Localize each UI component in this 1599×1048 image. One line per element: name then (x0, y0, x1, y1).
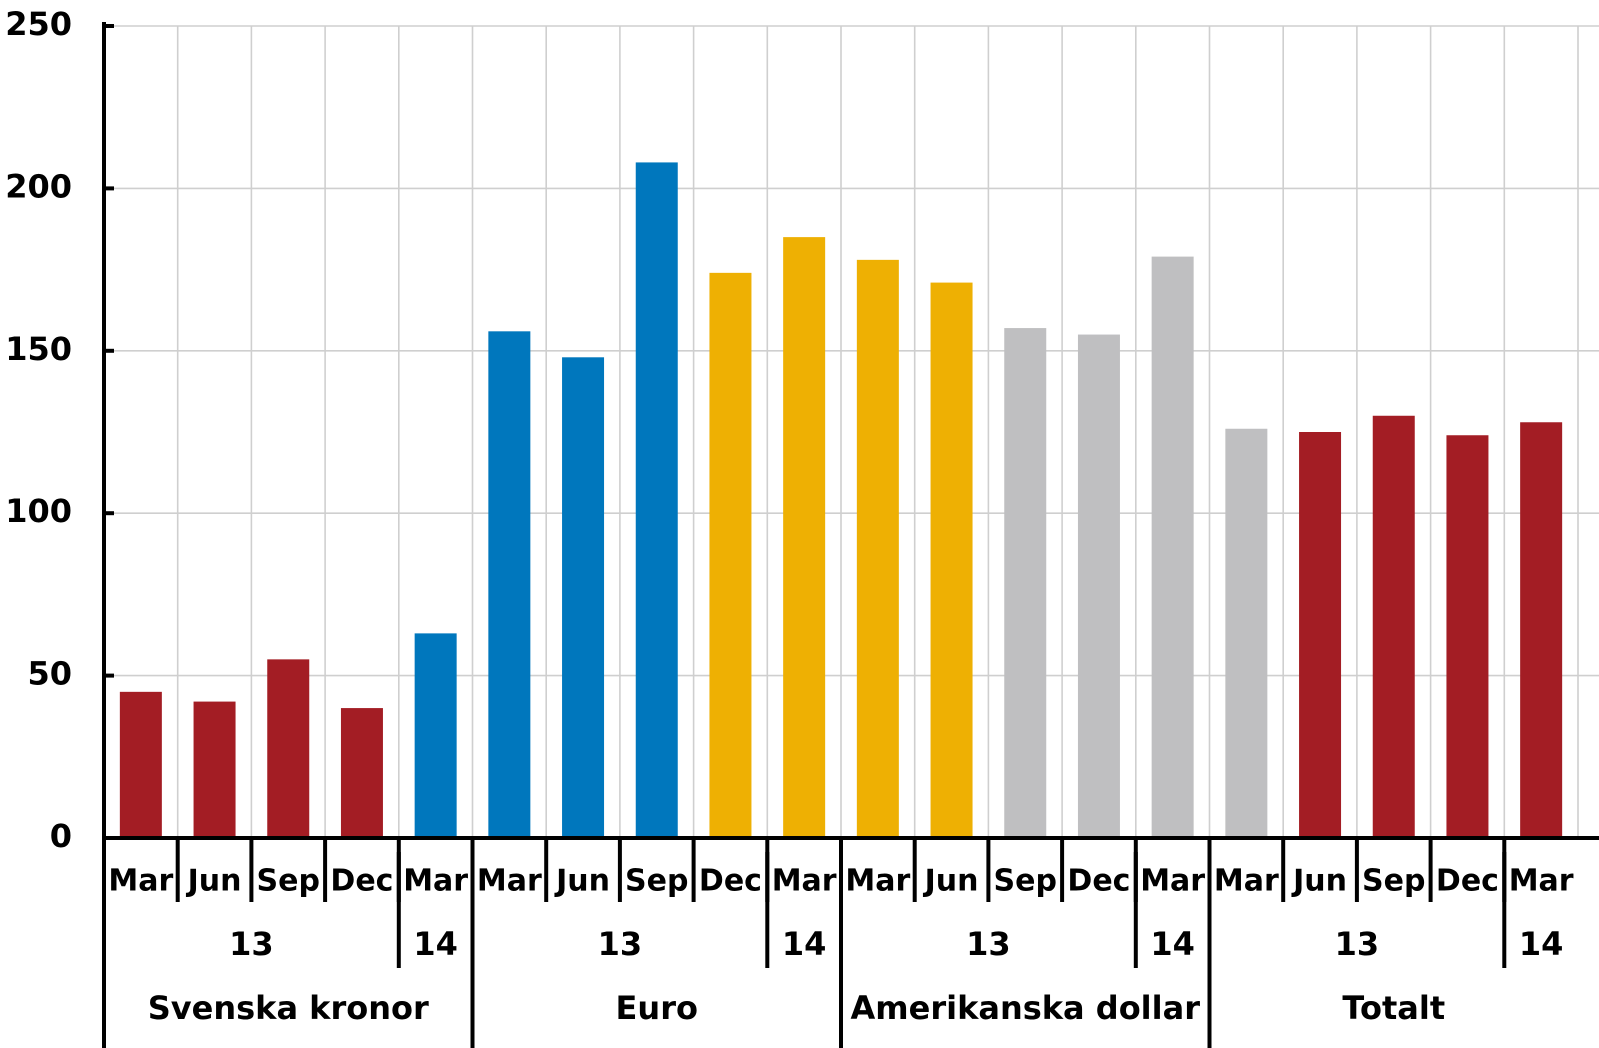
bar (930, 282, 973, 838)
bar (267, 659, 310, 838)
y-tick-label: 100 (5, 492, 72, 530)
x-tick-label-month: Dec (1067, 864, 1130, 899)
y-tick-label: 250 (5, 5, 72, 43)
x-tick-label-month: Jun (923, 864, 979, 899)
bar (488, 331, 531, 838)
bar (1077, 334, 1120, 838)
bar (193, 701, 236, 838)
bar (1004, 328, 1047, 838)
bar (1225, 428, 1268, 838)
x-tick-label-month: Sep (994, 864, 1057, 899)
x-tick-label-month: Jun (1291, 864, 1347, 899)
x-tick-label-month: Mar (1214, 864, 1279, 899)
bar (1299, 432, 1342, 838)
bar (635, 162, 678, 838)
x-tick-label-month: Sep (625, 864, 688, 899)
bars-layer (119, 162, 1563, 839)
axis-layer (102, 22, 1599, 1048)
x-tick-label-year: 13 (1335, 925, 1380, 963)
bar (1446, 435, 1489, 838)
grid-layer (104, 25, 1599, 838)
y-tick-label: 200 (5, 167, 72, 205)
x-group-label: Totalt (1342, 989, 1445, 1027)
x-tick-label-month: Sep (1362, 864, 1425, 899)
bar (414, 633, 457, 838)
x-tick-label-month: Mar (403, 864, 468, 899)
bar (1151, 256, 1194, 838)
bar (783, 237, 826, 838)
x-group-label: Svenska kronor (148, 989, 429, 1027)
x-tick-label-month: Dec (330, 864, 393, 899)
y-tick-label: 50 (27, 655, 72, 693)
bar (709, 272, 752, 838)
bar (1372, 415, 1415, 838)
x-tick-label-month: Jun (186, 864, 242, 899)
bar (1520, 422, 1563, 838)
x-tick-label-month: Mar (1140, 864, 1205, 899)
y-tick-label: 150 (5, 330, 72, 368)
x-tick-label-year: 14 (1150, 925, 1195, 963)
bar (856, 259, 899, 839)
x-tick-label-year: 14 (1519, 925, 1564, 963)
x-tick-label-month: Mar (845, 864, 910, 899)
bar (340, 708, 383, 838)
x-tick-label-month: Jun (554, 864, 610, 899)
x-tick-label-month: Mar (477, 864, 542, 899)
x-group-label: Euro (616, 989, 698, 1027)
x-tick-label-year: 13 (229, 925, 274, 963)
x-tick-label-month: Mar (1509, 864, 1574, 899)
x-tick-label-year: 14 (782, 925, 827, 963)
x-tick-label-year: 13 (966, 925, 1011, 963)
x-tick-label-month: Dec (699, 864, 762, 899)
bar (562, 357, 605, 838)
x-tick-label-year: 14 (413, 925, 458, 963)
x-tick-label-month: Sep (257, 864, 320, 899)
bar (119, 691, 162, 838)
x-tick-label-month: Mar (772, 864, 837, 899)
x-tick-label-year: 13 (598, 925, 643, 963)
x-tick-label-month: Mar (108, 864, 173, 899)
y-tick-label: 0 (50, 817, 72, 855)
x-group-label: Amerikanska dollar (851, 989, 1201, 1027)
x-tick-label-month: Dec (1436, 864, 1499, 899)
